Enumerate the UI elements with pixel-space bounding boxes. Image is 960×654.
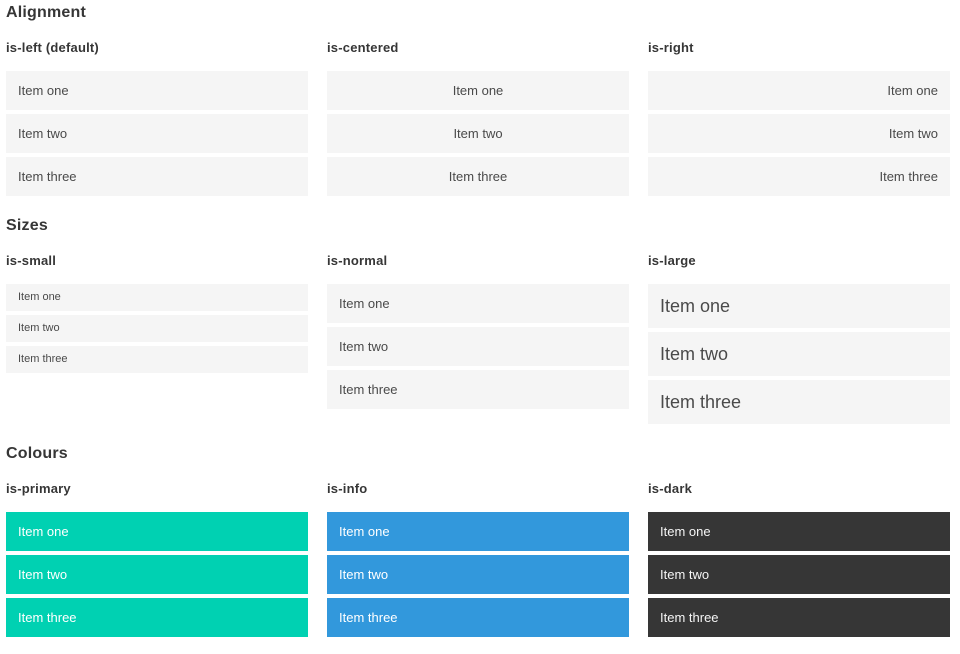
column-label-is-centered: is-centered — [327, 40, 399, 55]
list-item[interactable]: Item two — [6, 555, 308, 594]
list-item[interactable]: Item one — [6, 71, 308, 110]
section-title-colours: Colours — [6, 445, 68, 462]
column-is-normal: is-normal Item one Item two Item three — [327, 254, 629, 409]
list-item[interactable]: Item three — [6, 157, 308, 196]
column-is-dark: is-dark Item one Item two Item three — [648, 482, 950, 637]
list-item[interactable]: Item two — [327, 327, 629, 366]
item-list-primary: Item one Item two Item three — [6, 512, 308, 637]
list-item[interactable]: Item one — [648, 512, 950, 551]
column-is-info: is-info Item one Item two Item three — [327, 482, 629, 637]
column-label-is-left: is-left (default) — [6, 40, 99, 55]
item-list-small: Item one Item two Item three — [6, 284, 308, 373]
list-item[interactable]: Item two — [327, 114, 629, 153]
list-item[interactable]: Item two — [648, 332, 950, 376]
list-item[interactable]: Item one — [648, 71, 950, 110]
list-item[interactable]: Item three — [648, 598, 950, 637]
list-item[interactable]: Item three — [6, 346, 308, 373]
column-is-centered: is-centered Item one Item two Item three — [327, 41, 629, 196]
colours-columns: is-primary Item one Item two Item three … — [6, 482, 950, 637]
item-list-normal: Item one Item two Item three — [327, 284, 629, 409]
list-item[interactable]: Item one — [6, 512, 308, 551]
column-is-primary: is-primary Item one Item two Item three — [6, 482, 308, 637]
item-list-large: Item one Item two Item three — [648, 284, 950, 424]
list-item[interactable]: Item one — [648, 284, 950, 328]
list-item[interactable]: Item two — [648, 114, 950, 153]
sizes-columns: is-small Item one Item two Item three is… — [6, 254, 950, 424]
list-item[interactable]: Item one — [327, 71, 629, 110]
item-list-dark: Item one Item two Item three — [648, 512, 950, 637]
column-is-large: is-large Item one Item two Item three — [648, 254, 950, 424]
section-alignment: Alignment is-left (default) Item one Ite… — [6, 5, 950, 196]
section-title-sizes: Sizes — [6, 217, 48, 234]
column-label-is-large: is-large — [648, 253, 696, 268]
section-sizes: Sizes is-small Item one Item two Item th… — [6, 218, 950, 424]
column-label-is-small: is-small — [6, 253, 57, 268]
list-item[interactable]: Item two — [648, 555, 950, 594]
list-item[interactable]: Item one — [327, 512, 629, 551]
item-list-left: Item one Item two Item three — [6, 71, 308, 196]
list-item[interactable]: Item three — [327, 370, 629, 409]
column-is-right: is-right Item one Item two Item three — [648, 41, 950, 196]
column-label-is-right: is-right — [648, 40, 694, 55]
column-label-is-normal: is-normal — [327, 253, 388, 268]
item-list-info: Item one Item two Item three — [327, 512, 629, 637]
list-item[interactable]: Item three — [6, 598, 308, 637]
column-label-is-info: is-info — [327, 481, 368, 496]
column-label-is-primary: is-primary — [6, 481, 71, 496]
item-list-right: Item one Item two Item three — [648, 71, 950, 196]
item-list-centered: Item one Item two Item three — [327, 71, 629, 196]
list-item[interactable]: Item three — [327, 157, 629, 196]
column-is-small: is-small Item one Item two Item three — [6, 254, 308, 373]
list-item[interactable]: Item three — [648, 380, 950, 424]
list-item[interactable]: Item two — [6, 114, 308, 153]
column-label-is-dark: is-dark — [648, 481, 693, 496]
alignment-columns: is-left (default) Item one Item two Item… — [6, 41, 950, 196]
list-item[interactable]: Item three — [327, 598, 629, 637]
section-title-alignment: Alignment — [6, 4, 87, 21]
list-item[interactable]: Item three — [648, 157, 950, 196]
column-is-left: is-left (default) Item one Item two Item… — [6, 41, 308, 196]
list-item[interactable]: Item two — [327, 555, 629, 594]
list-item[interactable]: Item one — [327, 284, 629, 323]
list-item[interactable]: Item one — [6, 284, 308, 311]
list-item[interactable]: Item two — [6, 315, 308, 342]
section-colours: Colours is-primary Item one Item two Ite… — [6, 446, 950, 637]
